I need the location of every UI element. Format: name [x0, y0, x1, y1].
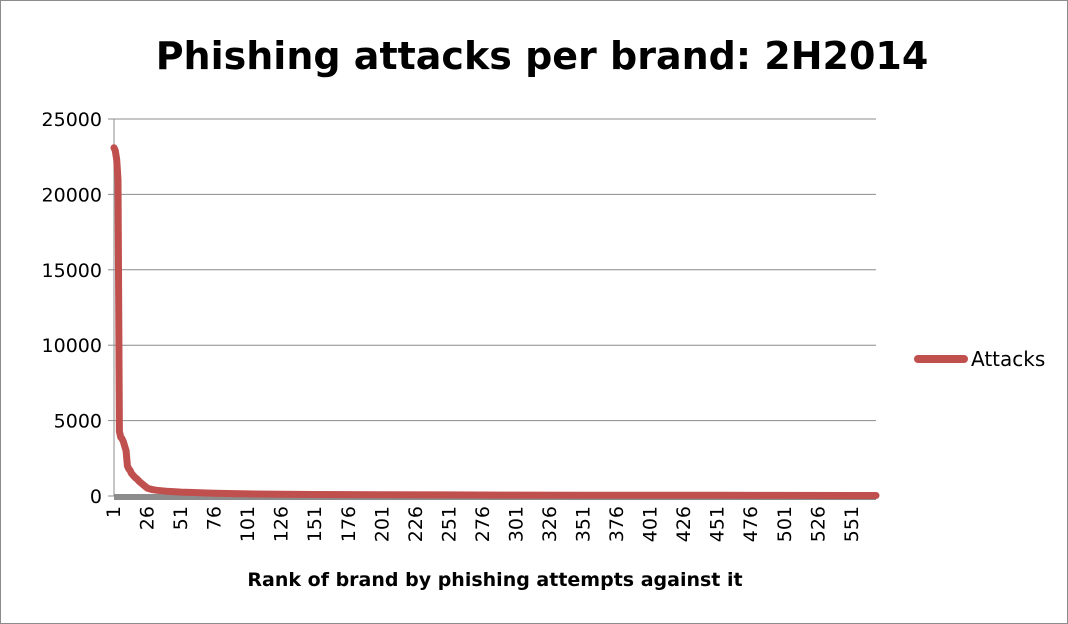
chart-title: Phishing attacks per brand: 2H2014 [155, 34, 929, 78]
x-tick-label: 201 [371, 506, 393, 542]
x-tick-label: 376 [606, 506, 628, 542]
x-tick-label: 126 [271, 506, 293, 542]
x-tick-label: 226 [405, 506, 427, 542]
legend: Attacks [914, 346, 1045, 372]
legend-swatch-attacks [914, 355, 968, 363]
x-tick-label: 476 [740, 506, 762, 542]
y-tick-label: 10000 [42, 335, 102, 357]
y-tick-label: 15000 [42, 260, 102, 282]
x-tick-label: 1 [103, 506, 125, 518]
y-tick-label: 5000 [54, 411, 102, 433]
x-tick-label: 76 [204, 506, 226, 530]
x-tick-label: 526 [807, 506, 829, 542]
x-axis-label: Rank of brand by phishing attempts again… [247, 569, 742, 591]
x-tick-label: 426 [673, 506, 695, 542]
x-tick-label: 451 [707, 506, 729, 542]
x-tick-label: 251 [438, 506, 460, 542]
x-tick-label: 276 [472, 506, 494, 542]
series-line-attacks [110, 144, 880, 499]
x-tick-label: 26 [137, 506, 159, 530]
x-tick-label: 401 [640, 506, 662, 542]
x-tick-label: 501 [774, 506, 796, 542]
x-tick-label: 301 [505, 506, 527, 542]
x-tick-label: 101 [237, 506, 259, 542]
y-tick-label: 25000 [42, 109, 102, 131]
x-tick-label: 326 [539, 506, 561, 542]
x-tick-label: 551 [841, 506, 863, 542]
x-tick-label: 51 [170, 506, 192, 530]
x-tick-label: 351 [573, 506, 595, 542]
y-tick-label: 20000 [42, 184, 102, 206]
x-tick-label: 151 [304, 506, 326, 542]
legend-label-attacks: Attacks [971, 347, 1046, 371]
y-tick-label: 0 [90, 486, 102, 508]
x-tick-label: 176 [338, 506, 360, 542]
